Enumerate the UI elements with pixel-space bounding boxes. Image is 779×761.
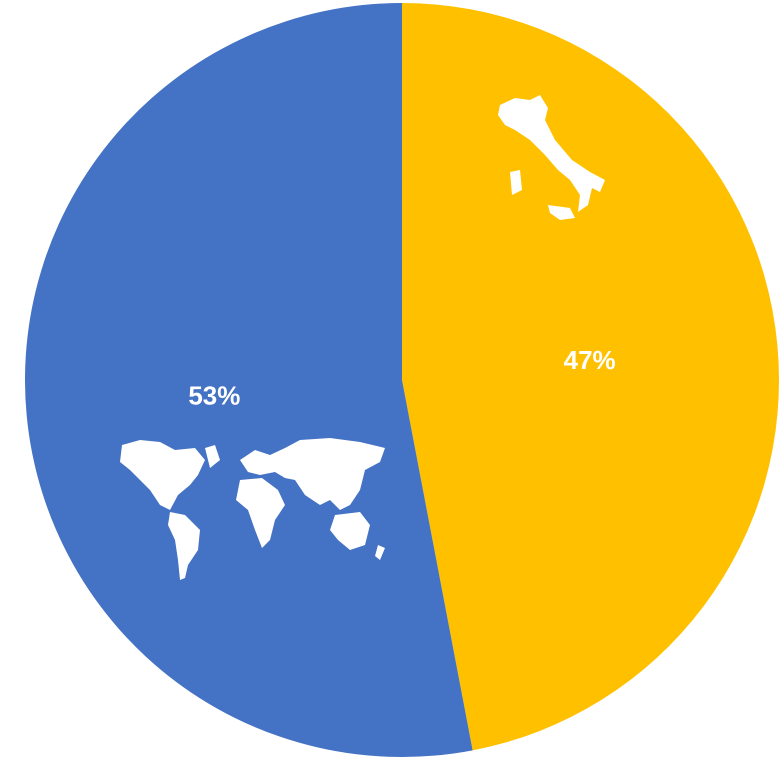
slices: [24, 3, 779, 757]
pie-slice: [24, 3, 473, 757]
icons: [120, 95, 605, 580]
pie-slice: [402, 3, 779, 751]
data-label: 47%: [564, 345, 616, 375]
world-icon: [120, 438, 385, 580]
italy-icon: [498, 95, 605, 220]
data-label: 53%: [188, 381, 240, 411]
labels: 47% 53%: [188, 345, 615, 410]
